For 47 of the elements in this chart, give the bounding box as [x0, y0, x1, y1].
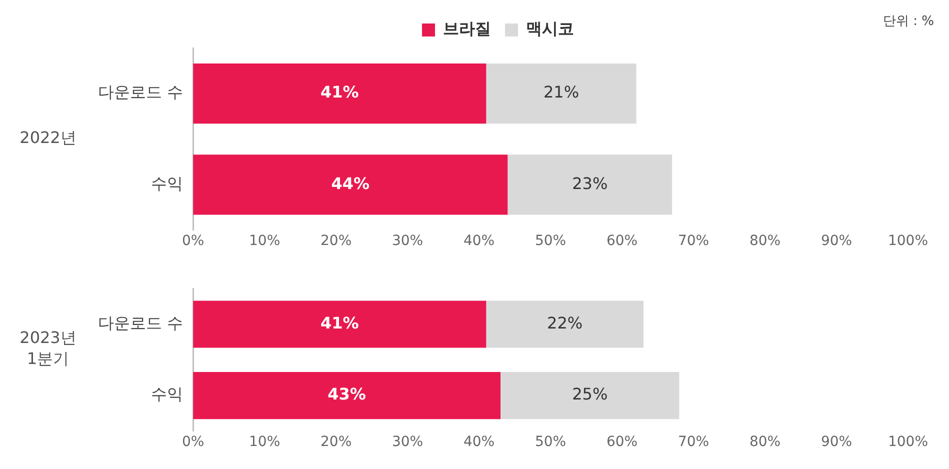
bar: [193, 372, 500, 420]
bar: [500, 372, 680, 420]
data-label: 22%: [547, 313, 583, 332]
text: 단위 : %: [883, 13, 934, 30]
y-axis-title: 2022년: [18, 126, 78, 148]
bar: [193, 63, 486, 124]
bar: [193, 300, 486, 348]
x-tick-label: 0%: [182, 434, 204, 450]
data-label: 41%: [320, 313, 359, 332]
x-tick-label: 90%: [820, 233, 852, 250]
y-tick-label: 다운로드 수: [98, 82, 184, 102]
x-tick-label: 60%: [606, 434, 638, 450]
bar: [486, 300, 644, 348]
legend-label: 브라질: [443, 19, 491, 38]
x-tick-label: 20%: [320, 434, 352, 450]
x-tick-label: 70%: [678, 434, 710, 450]
bar: [508, 154, 672, 215]
legend-label: 맥시코: [526, 19, 574, 38]
data-label: 25%: [572, 384, 608, 404]
x-tick-label: 40%: [463, 434, 495, 450]
y-tick-label: 다운로드 수: [98, 313, 184, 332]
x-tick-label: 60%: [606, 233, 638, 250]
x-tick-label: 10%: [249, 233, 280, 250]
y-tick-label: 수익: [151, 174, 184, 193]
x-tick-label: 80%: [749, 434, 781, 450]
x-tick-label: 70%: [678, 233, 710, 250]
y-axis-title: 2023년 1분기: [18, 327, 78, 370]
x-tick-label: 30%: [392, 434, 424, 450]
data-label: 23%: [572, 174, 608, 193]
data-label: 21%: [543, 82, 580, 102]
x-tick-label: 50%: [534, 434, 566, 450]
x-tick-label: 80%: [749, 233, 781, 250]
data-label: 43%: [328, 384, 366, 404]
bar: [193, 154, 508, 215]
y-tick-label: 수익: [151, 384, 184, 404]
data-label: 44%: [331, 174, 370, 193]
bar: [486, 63, 636, 124]
x-tick-label: 30%: [392, 233, 424, 250]
x-tick-label: 40%: [463, 233, 495, 250]
x-tick-label: 90%: [820, 434, 852, 450]
x-tick-label: 100%: [888, 233, 928, 250]
x-tick-label: 100%: [888, 434, 928, 450]
x-tick-label: 50%: [534, 233, 566, 250]
x-tick-label: 0%: [182, 233, 204, 250]
data-label: 41%: [320, 82, 359, 102]
x-tick-label: 10%: [249, 434, 280, 450]
x-tick-label: 20%: [320, 233, 352, 250]
